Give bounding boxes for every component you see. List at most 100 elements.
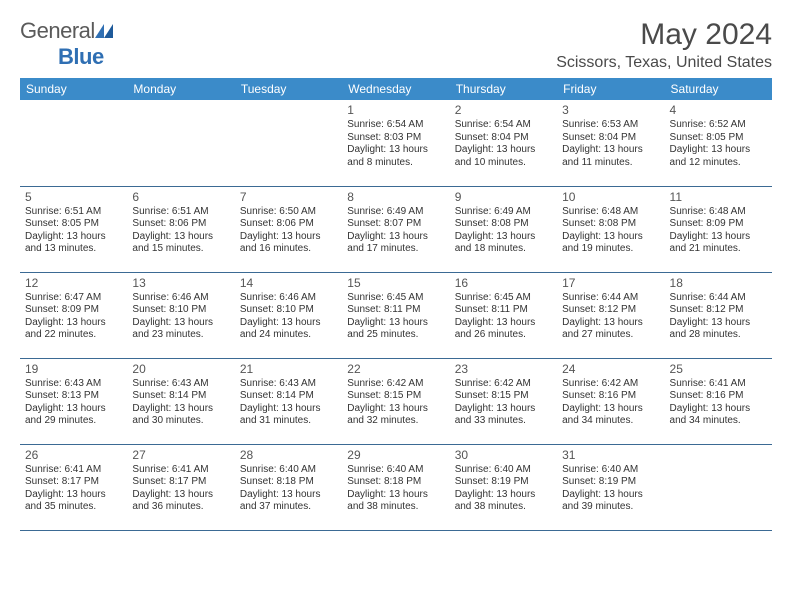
day-cell: 28Sunrise: 6:40 AMSunset: 8:18 PMDayligh… — [235, 444, 342, 530]
daylight-line: Daylight: 13 hours and 33 minutes. — [455, 403, 552, 428]
day-cell: 8Sunrise: 6:49 AMSunset: 8:07 PMDaylight… — [342, 186, 449, 272]
day-number: 19 — [25, 362, 122, 377]
day-cell: 25Sunrise: 6:41 AMSunset: 8:16 PMDayligh… — [665, 358, 772, 444]
day-cell: 2Sunrise: 6:54 AMSunset: 8:04 PMDaylight… — [450, 100, 557, 186]
empty-cell — [20, 100, 127, 186]
calendar-row: 1Sunrise: 6:54 AMSunset: 8:03 PMDaylight… — [20, 100, 772, 186]
daylight-line: Daylight: 13 hours and 36 minutes. — [132, 489, 229, 514]
day-cell: 10Sunrise: 6:48 AMSunset: 8:08 PMDayligh… — [557, 186, 664, 272]
sunset-line: Sunset: 8:19 PM — [455, 476, 552, 489]
day-cell: 19Sunrise: 6:43 AMSunset: 8:13 PMDayligh… — [20, 358, 127, 444]
weekday-header: Wednesday — [342, 78, 449, 100]
sunset-line: Sunset: 8:18 PM — [240, 476, 337, 489]
day-cell: 13Sunrise: 6:46 AMSunset: 8:10 PMDayligh… — [127, 272, 234, 358]
daylight-line: Daylight: 13 hours and 30 minutes. — [132, 403, 229, 428]
day-cell: 23Sunrise: 6:42 AMSunset: 8:15 PMDayligh… — [450, 358, 557, 444]
weekday-header: Saturday — [665, 78, 772, 100]
day-cell: 26Sunrise: 6:41 AMSunset: 8:17 PMDayligh… — [20, 444, 127, 530]
sunrise-line: Sunrise: 6:40 AM — [455, 464, 552, 477]
day-cell: 31Sunrise: 6:40 AMSunset: 8:19 PMDayligh… — [557, 444, 664, 530]
sunrise-line: Sunrise: 6:48 AM — [562, 206, 659, 219]
day-number: 2 — [455, 103, 552, 118]
sunset-line: Sunset: 8:19 PM — [562, 476, 659, 489]
sunrise-line: Sunrise: 6:51 AM — [132, 206, 229, 219]
title-block: May 2024 Scissors, Texas, United States — [556, 18, 772, 72]
sunrise-line: Sunrise: 6:42 AM — [347, 378, 444, 391]
sunset-line: Sunset: 8:04 PM — [455, 132, 552, 145]
daylight-line: Daylight: 13 hours and 8 minutes. — [347, 144, 444, 169]
sunrise-line: Sunrise: 6:54 AM — [455, 119, 552, 132]
sunset-line: Sunset: 8:16 PM — [562, 390, 659, 403]
calendar-row: 12Sunrise: 6:47 AMSunset: 8:09 PMDayligh… — [20, 272, 772, 358]
day-number: 1 — [347, 103, 444, 118]
day-number: 9 — [455, 190, 552, 205]
daylight-line: Daylight: 13 hours and 16 minutes. — [240, 231, 337, 256]
day-cell: 14Sunrise: 6:46 AMSunset: 8:10 PMDayligh… — [235, 272, 342, 358]
empty-cell — [665, 444, 772, 530]
day-number: 31 — [562, 448, 659, 463]
weekday-header: Friday — [557, 78, 664, 100]
daylight-line: Daylight: 13 hours and 24 minutes. — [240, 317, 337, 342]
day-number: 6 — [132, 190, 229, 205]
sunrise-line: Sunrise: 6:44 AM — [670, 292, 767, 305]
sunrise-line: Sunrise: 6:54 AM — [347, 119, 444, 132]
day-cell: 20Sunrise: 6:43 AMSunset: 8:14 PMDayligh… — [127, 358, 234, 444]
sunrise-line: Sunrise: 6:43 AM — [240, 378, 337, 391]
day-cell: 24Sunrise: 6:42 AMSunset: 8:16 PMDayligh… — [557, 358, 664, 444]
day-number: 11 — [670, 190, 767, 205]
sunset-line: Sunset: 8:10 PM — [132, 304, 229, 317]
daylight-line: Daylight: 13 hours and 22 minutes. — [25, 317, 122, 342]
day-number: 30 — [455, 448, 552, 463]
sunrise-line: Sunrise: 6:46 AM — [240, 292, 337, 305]
day-cell: 7Sunrise: 6:50 AMSunset: 8:06 PMDaylight… — [235, 186, 342, 272]
day-number: 3 — [562, 103, 659, 118]
daylight-line: Daylight: 13 hours and 29 minutes. — [25, 403, 122, 428]
sunset-line: Sunset: 8:16 PM — [670, 390, 767, 403]
daylight-line: Daylight: 13 hours and 13 minutes. — [25, 231, 122, 256]
sunset-line: Sunset: 8:11 PM — [347, 304, 444, 317]
day-cell: 3Sunrise: 6:53 AMSunset: 8:04 PMDaylight… — [557, 100, 664, 186]
daylight-line: Daylight: 13 hours and 32 minutes. — [347, 403, 444, 428]
sunset-line: Sunset: 8:06 PM — [240, 218, 337, 231]
sunset-line: Sunset: 8:18 PM — [347, 476, 444, 489]
sunrise-line: Sunrise: 6:41 AM — [670, 378, 767, 391]
weekday-header: Sunday — [20, 78, 127, 100]
day-number: 4 — [670, 103, 767, 118]
daylight-line: Daylight: 13 hours and 15 minutes. — [132, 231, 229, 256]
day-cell: 15Sunrise: 6:45 AMSunset: 8:11 PMDayligh… — [342, 272, 449, 358]
calendar-row: 26Sunrise: 6:41 AMSunset: 8:17 PMDayligh… — [20, 444, 772, 530]
sunrise-line: Sunrise: 6:40 AM — [562, 464, 659, 477]
daylight-line: Daylight: 13 hours and 19 minutes. — [562, 231, 659, 256]
sunrise-line: Sunrise: 6:41 AM — [25, 464, 122, 477]
day-number: 14 — [240, 276, 337, 291]
daylight-line: Daylight: 13 hours and 38 minutes. — [455, 489, 552, 514]
sunrise-line: Sunrise: 6:44 AM — [562, 292, 659, 305]
day-number: 21 — [240, 362, 337, 377]
daylight-line: Daylight: 13 hours and 11 minutes. — [562, 144, 659, 169]
empty-cell — [127, 100, 234, 186]
weekday-header: Thursday — [450, 78, 557, 100]
day-cell: 9Sunrise: 6:49 AMSunset: 8:08 PMDaylight… — [450, 186, 557, 272]
sunset-line: Sunset: 8:06 PM — [132, 218, 229, 231]
day-number: 27 — [132, 448, 229, 463]
sunrise-line: Sunrise: 6:52 AM — [670, 119, 767, 132]
sunrise-line: Sunrise: 6:46 AM — [132, 292, 229, 305]
day-number: 22 — [347, 362, 444, 377]
sunrise-line: Sunrise: 6:42 AM — [562, 378, 659, 391]
sunrise-line: Sunrise: 6:45 AM — [347, 292, 444, 305]
daylight-line: Daylight: 13 hours and 25 minutes. — [347, 317, 444, 342]
day-cell: 6Sunrise: 6:51 AMSunset: 8:06 PMDaylight… — [127, 186, 234, 272]
sunset-line: Sunset: 8:13 PM — [25, 390, 122, 403]
day-cell: 18Sunrise: 6:44 AMSunset: 8:12 PMDayligh… — [665, 272, 772, 358]
daylight-line: Daylight: 13 hours and 37 minutes. — [240, 489, 337, 514]
sunrise-line: Sunrise: 6:53 AM — [562, 119, 659, 132]
sunset-line: Sunset: 8:10 PM — [240, 304, 337, 317]
sunrise-line: Sunrise: 6:42 AM — [455, 378, 552, 391]
sunset-line: Sunset: 8:14 PM — [240, 390, 337, 403]
sunset-line: Sunset: 8:07 PM — [347, 218, 444, 231]
day-cell: 1Sunrise: 6:54 AMSunset: 8:03 PMDaylight… — [342, 100, 449, 186]
sunset-line: Sunset: 8:14 PM — [132, 390, 229, 403]
sunrise-line: Sunrise: 6:40 AM — [347, 464, 444, 477]
daylight-line: Daylight: 13 hours and 17 minutes. — [347, 231, 444, 256]
weekday-row: SundayMondayTuesdayWednesdayThursdayFrid… — [20, 78, 772, 100]
